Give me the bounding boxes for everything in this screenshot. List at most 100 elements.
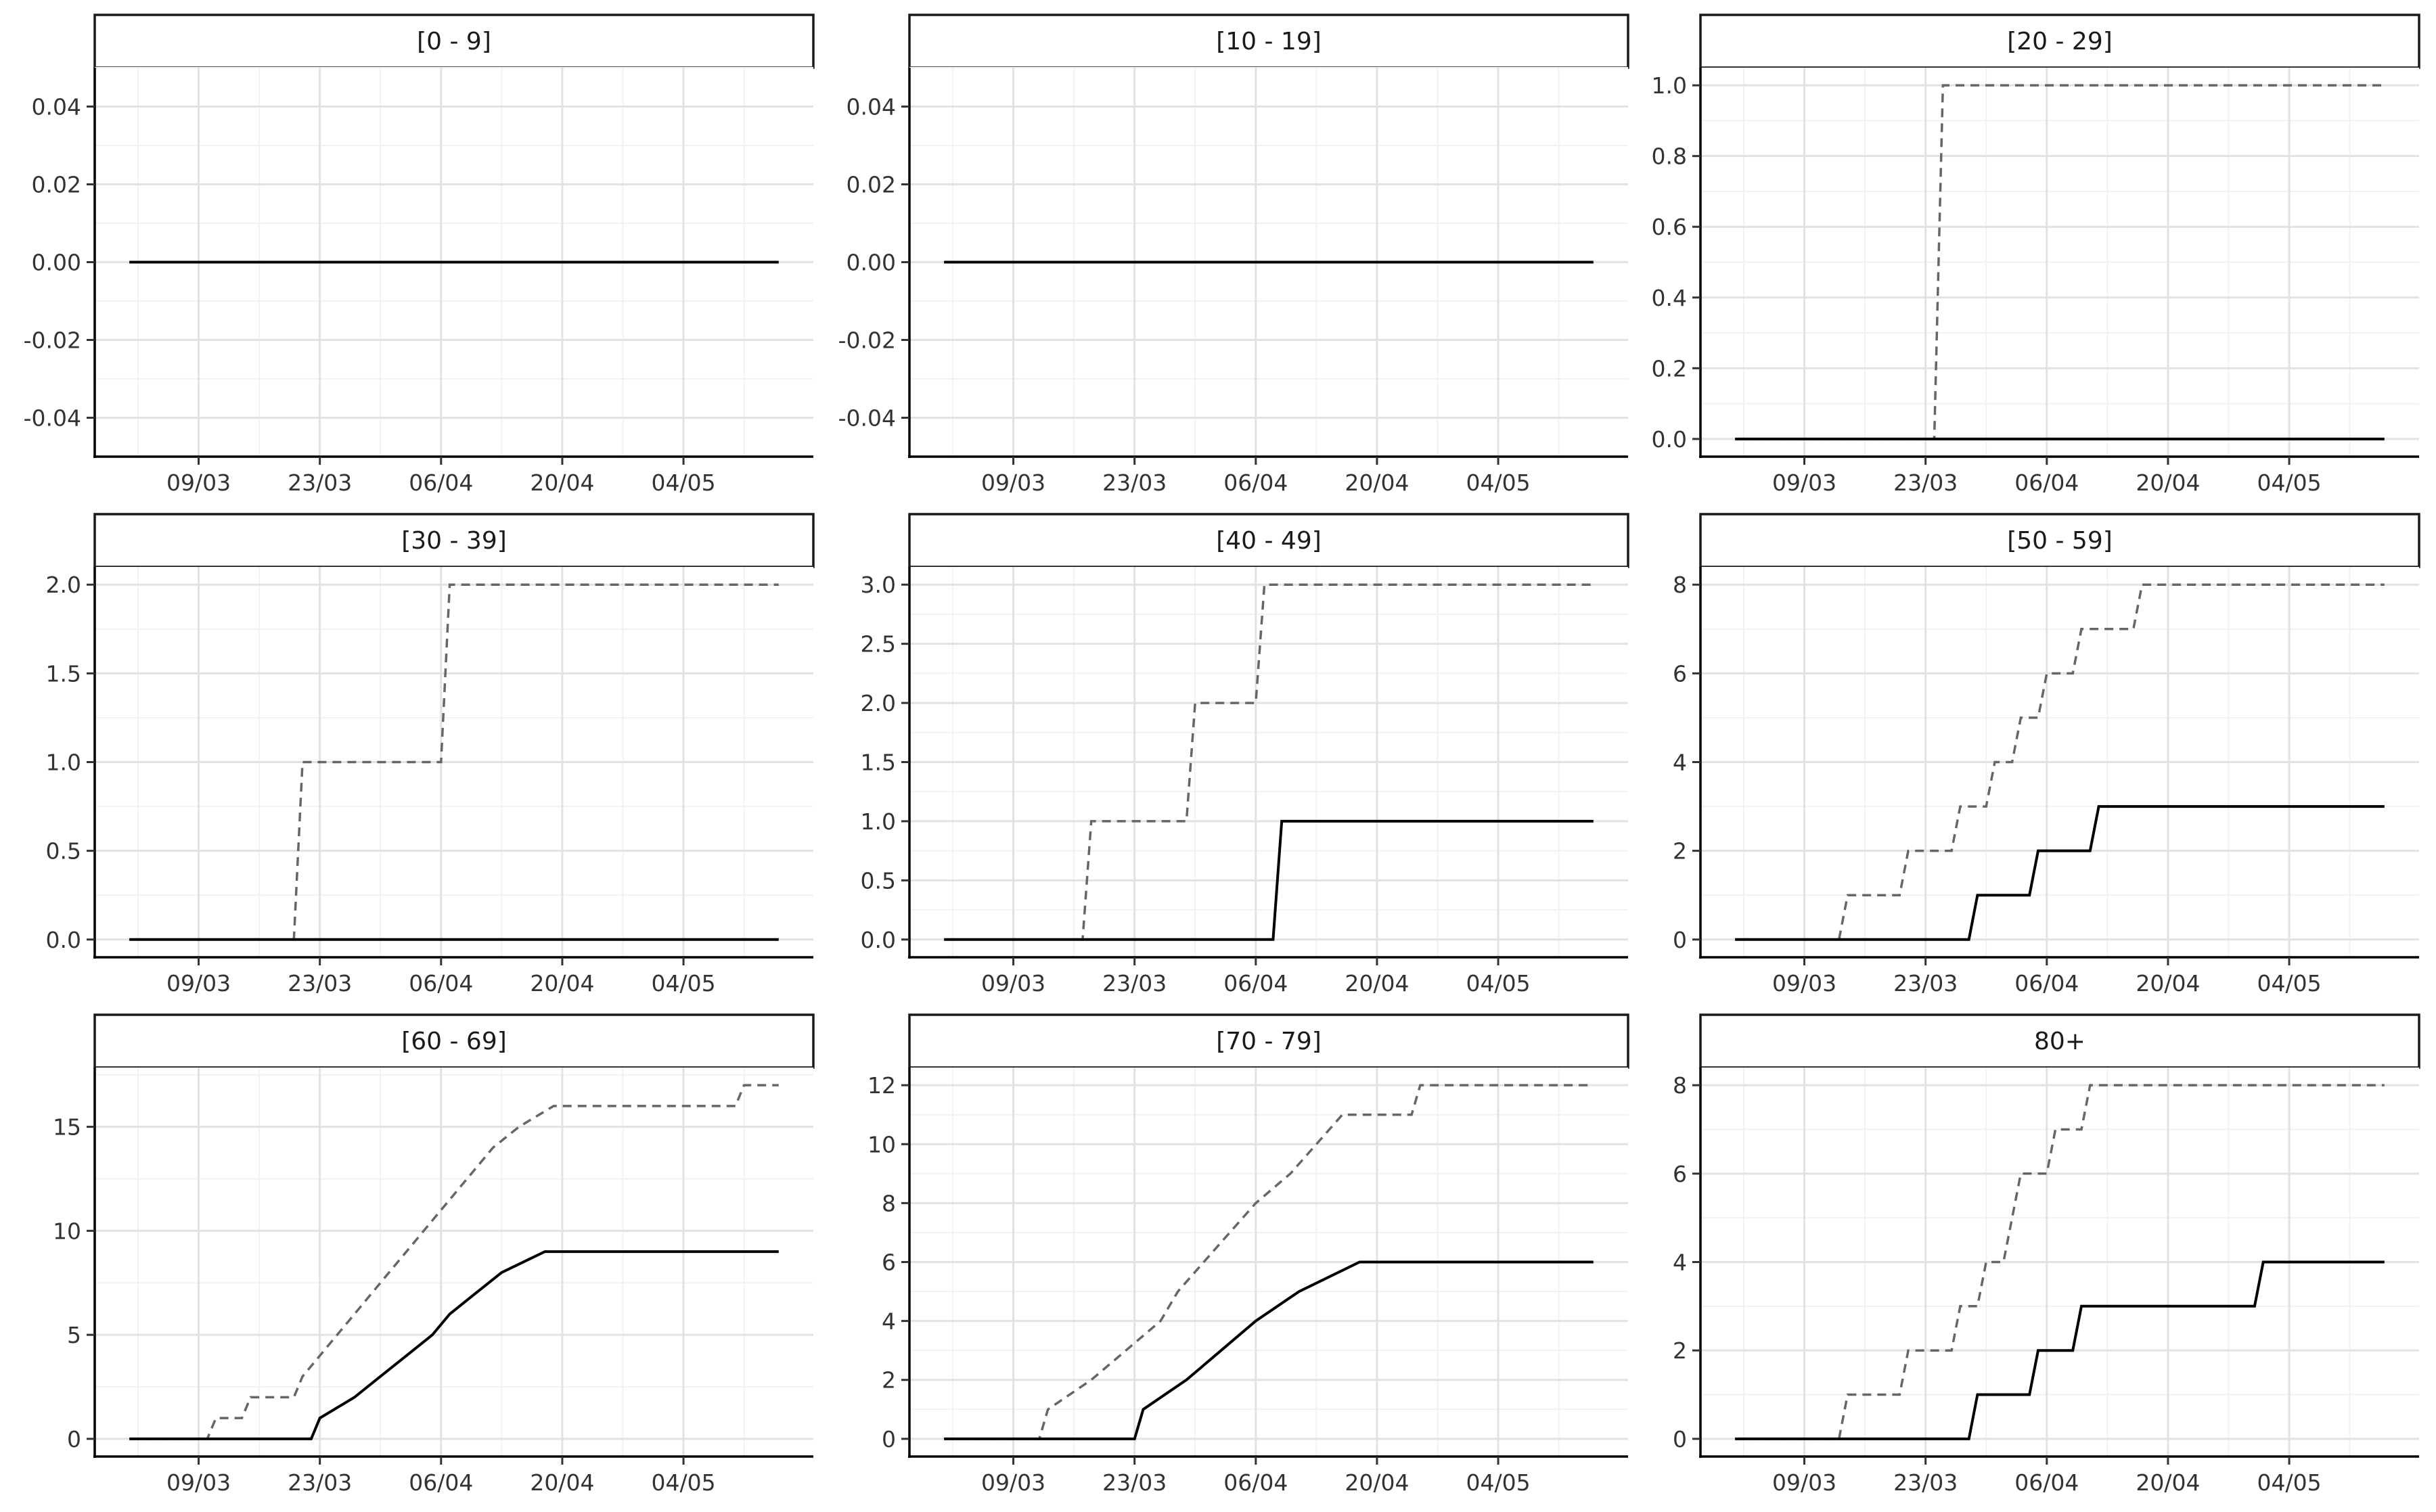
x-tick-label: 20/04: [1345, 469, 1409, 496]
y-tick-label: -0.04: [24, 405, 81, 432]
dashed-series-line: [129, 1084, 779, 1440]
x-tick-label: 23/03: [288, 1469, 352, 1496]
facet-strip: 80+: [1699, 1013, 2420, 1069]
y-tick-label: 4: [882, 1308, 896, 1335]
x-tick-label: 20/04: [1345, 970, 1409, 996]
y-tick-label: 5: [67, 1322, 81, 1348]
y-tick-label: -0.02: [24, 327, 81, 354]
x-tick-label: 04/05: [1466, 970, 1531, 996]
facet-strip-box: [93, 1013, 815, 1069]
y-tick-label: 0: [67, 1426, 81, 1452]
x-tick-label: 23/03: [1102, 970, 1167, 996]
y-tick-label: 0.0: [1652, 426, 1687, 453]
panel-7: [70 - 79] 0 2 4 6 8 10 12 09/03 23/03 06/04 20/04 04…: [867, 1013, 1629, 1496]
y-tick-label: 0.02: [32, 172, 81, 198]
y-tick-label: 1.5: [861, 750, 896, 776]
x-tick-label: 06/04: [2014, 970, 2079, 996]
panel-4: [40 - 49] 0.0 0.5 1.0 1.5 2.0 2.5 3.0 09/03 23/03…: [861, 513, 1629, 996]
x-tick-label: 04/05: [1466, 469, 1531, 496]
facet-strip: [20 - 29]: [1699, 14, 2420, 69]
facet-title: [50 - 59]: [2007, 527, 2113, 555]
y-tick-label: 8: [1673, 1072, 1687, 1099]
y-tick-label: 0.5: [46, 838, 81, 865]
y-tick-label: 2: [882, 1367, 896, 1394]
dashed-series-line: [1735, 84, 2385, 440]
y-tick-label: 1.0: [46, 750, 81, 776]
facet-title: [30 - 39]: [401, 527, 507, 555]
y-tick-label: 0: [1673, 1426, 1687, 1452]
x-tick-label: 04/05: [652, 469, 716, 496]
y-tick-label: 0.0: [861, 927, 896, 953]
x-tick-label: 06/04: [1223, 1469, 1288, 1496]
x-tick-label: 09/03: [1772, 469, 1836, 496]
y-tick-label: 1.5: [46, 660, 81, 687]
solid-series-line: [944, 1260, 1594, 1440]
facet-title: [10 - 19]: [1216, 28, 1322, 55]
solid-series-line: [944, 819, 1594, 941]
facet-strip: [50 - 59]: [1699, 513, 2420, 568]
x-tick-label: 20/04: [2136, 469, 2200, 496]
y-tick-label: 15: [53, 1114, 81, 1141]
y-tick-label: 0: [1673, 927, 1687, 953]
x-tick-label: 04/05: [1466, 1469, 1531, 1496]
x-tick-label: 04/05: [652, 970, 716, 996]
y-tick-label: 2: [1673, 1337, 1687, 1364]
facet-strip: [10 - 19]: [908, 14, 1629, 69]
x-tick-label: 23/03: [1102, 1469, 1167, 1496]
panel-1: [10 - 19] -0.04 -0.02 0.00 0.02 0.04 09/03 23/0…: [838, 14, 1629, 496]
facet-strip-box: [908, 1013, 1629, 1069]
x-tick-label: 23/03: [1893, 970, 1958, 996]
y-tick-label: 10: [53, 1218, 81, 1244]
x-tick-label: 06/04: [1223, 970, 1288, 996]
facet-title: 80+: [2034, 1028, 2085, 1055]
x-tick-label: 23/03: [1893, 469, 1958, 496]
y-tick-label: 0.0: [46, 927, 81, 953]
x-tick-label: 23/03: [288, 469, 352, 496]
y-tick-label: 2.0: [46, 572, 81, 598]
facet-strip-box: [908, 513, 1629, 568]
facet-strip-box: [93, 14, 815, 69]
x-tick-label: 06/04: [409, 469, 473, 496]
x-tick-label: 06/04: [2014, 1469, 2079, 1496]
plot-background: [95, 1068, 813, 1457]
dashed-series-line: [1735, 1084, 2385, 1440]
y-tick-label: 0.6: [1652, 214, 1687, 240]
y-tick-label: 0.04: [32, 94, 81, 120]
y-tick-label: 0.00: [847, 250, 896, 276]
x-tick-label: 20/04: [2136, 970, 2200, 996]
y-tick-label: 0.5: [861, 867, 896, 894]
facet-title: [20 - 29]: [2007, 28, 2113, 55]
facet-strip-box: [1699, 1013, 2420, 1069]
y-tick-label: 4: [1673, 1250, 1687, 1276]
y-tick-label: 0.4: [1652, 285, 1687, 311]
x-tick-label: 04/05: [652, 1469, 716, 1496]
panel-2: [20 - 29] 0.0 0.2 0.4 0.6 0.8 1.0 09/03 23/03 06/…: [1652, 14, 2420, 496]
x-tick-label: 09/03: [981, 970, 1045, 996]
x-tick-label: 20/04: [530, 469, 594, 496]
y-tick-label: -0.02: [838, 327, 896, 354]
facet-strip: [0 - 9]: [93, 14, 815, 69]
y-tick-label: 2.5: [861, 631, 896, 658]
x-tick-label: 09/03: [1772, 970, 1836, 996]
x-tick-label: 23/03: [288, 970, 352, 996]
x-tick-label: 06/04: [409, 1469, 473, 1496]
y-tick-label: 0.02: [847, 172, 896, 198]
facet-strip: [30 - 39]: [93, 513, 815, 568]
dashed-series-line: [944, 583, 1594, 941]
y-tick-label: 8: [882, 1190, 896, 1216]
x-tick-label: 20/04: [2136, 1469, 2200, 1496]
facet-strip-box: [1699, 513, 2420, 568]
x-tick-label: 04/05: [2257, 469, 2322, 496]
facet-strip-box: [1699, 14, 2420, 69]
panel-3: [30 - 39] 0.0 0.5 1.0 1.5 2.0 09/03 23/03 06/04 2…: [46, 513, 815, 996]
facet-strip: [60 - 69]: [93, 1013, 815, 1069]
y-tick-label: 6: [1673, 1161, 1687, 1187]
solid-series-line: [1735, 805, 2385, 941]
x-tick-label: 09/03: [981, 469, 1045, 496]
y-tick-label: 0.2: [1652, 355, 1687, 382]
x-tick-label: 20/04: [530, 1469, 594, 1496]
x-tick-label: 06/04: [2014, 469, 2079, 496]
facet-title: [70 - 79]: [1216, 1028, 1322, 1055]
facet-title: [0 - 9]: [417, 28, 491, 55]
